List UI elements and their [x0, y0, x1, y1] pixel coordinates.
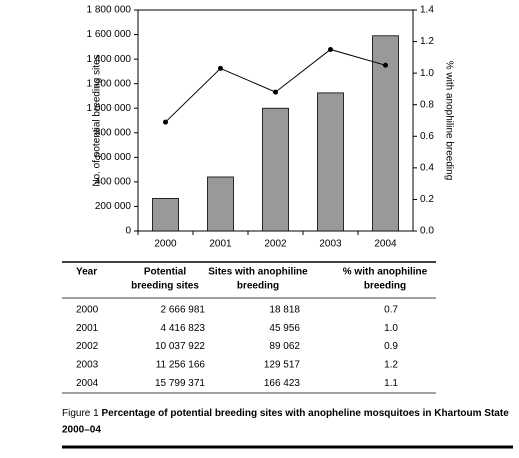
line-point	[383, 62, 388, 68]
y-axis-title: No. of potential breeding sites	[92, 54, 103, 186]
table-cell: 1.2	[384, 360, 398, 371]
line-point	[218, 65, 223, 71]
y2-tick-label: 1.4	[420, 5, 434, 16]
y-tick-label: 0	[125, 226, 131, 237]
table-header: Sites with anophiline	[208, 267, 308, 278]
line-point	[163, 119, 168, 125]
y2-tick-label: 0.4	[420, 162, 434, 173]
caption: Figure 1 Percentage of potential breedin…	[62, 408, 509, 419]
table-header: Year	[76, 267, 97, 278]
bar	[372, 35, 399, 232]
y2-tick-label: 0.0	[420, 226, 434, 237]
caption-text: Percentage of potential breeding sites w…	[101, 408, 509, 419]
table-cell: 2 666 981	[161, 305, 206, 316]
y-tick-label: 400 000	[95, 177, 132, 188]
bar	[152, 198, 179, 232]
table-cell: 11 256 166	[156, 360, 206, 371]
y2-tick-label: 0.2	[420, 194, 434, 205]
table-cell: 2001	[76, 323, 99, 334]
y2-tick-label: 0.8	[420, 99, 434, 110]
table-cell: 0.7	[384, 305, 398, 316]
table-header: breeding	[364, 281, 406, 292]
x-tick-label: 2000	[154, 239, 177, 250]
y-tick-label: 1 800 000	[87, 5, 132, 16]
table-cell: 2004	[76, 378, 99, 389]
table-cell: 10 037 922	[155, 341, 205, 352]
table-cell: 89 062	[269, 341, 300, 352]
table-cell: 45 956	[269, 323, 300, 334]
table-cell: 2002	[76, 341, 99, 352]
line-point	[328, 46, 333, 52]
y-tick-label: 1 000 000	[87, 103, 132, 114]
table-cell: 15 799 371	[155, 378, 205, 389]
y-tick-label: 1 600 000	[87, 29, 132, 40]
table-cell: 1.0	[384, 323, 398, 334]
x-tick-label: 2001	[209, 239, 232, 250]
table-cell: 0.9	[384, 341, 398, 352]
table-header: % with anophiline	[343, 267, 428, 278]
y-tick-label: 1 400 000	[87, 54, 132, 65]
table-cell: 2003	[76, 360, 99, 371]
x-tick-label: 2002	[264, 239, 287, 250]
caption-label: Figure 1	[62, 408, 101, 419]
table-cell: 1.1	[384, 378, 398, 389]
table-cell: 2000	[76, 305, 99, 316]
y-tick-label: 600 000	[95, 152, 132, 163]
caption-text: 2000–04	[62, 425, 101, 436]
table-cell: 166 423	[264, 378, 301, 389]
table-header: breeding sites	[131, 281, 199, 292]
y-tick-label: 1 200 000	[87, 78, 132, 89]
table-cell: 4 416 823	[161, 323, 206, 334]
y2-tick-label: 1.0	[420, 68, 434, 79]
y2-axis-title: % with anophiline breeding	[443, 61, 454, 181]
y2-tick-label: 1.2	[420, 36, 434, 47]
y-tick-label: 800 000	[95, 127, 132, 138]
y-tick-label: 200 000	[95, 201, 132, 212]
table-cell: 129 517	[264, 360, 301, 371]
table-header: breeding	[237, 281, 279, 292]
table-header: Potential	[144, 267, 186, 278]
x-tick-label: 2004	[374, 239, 397, 250]
bar	[207, 176, 234, 232]
line-point	[273, 89, 278, 95]
bar	[262, 107, 289, 232]
bar	[317, 92, 344, 232]
table-cell: 18 818	[269, 305, 300, 316]
y2-tick-label: 0.6	[420, 131, 434, 142]
x-tick-label: 2003	[319, 239, 342, 250]
